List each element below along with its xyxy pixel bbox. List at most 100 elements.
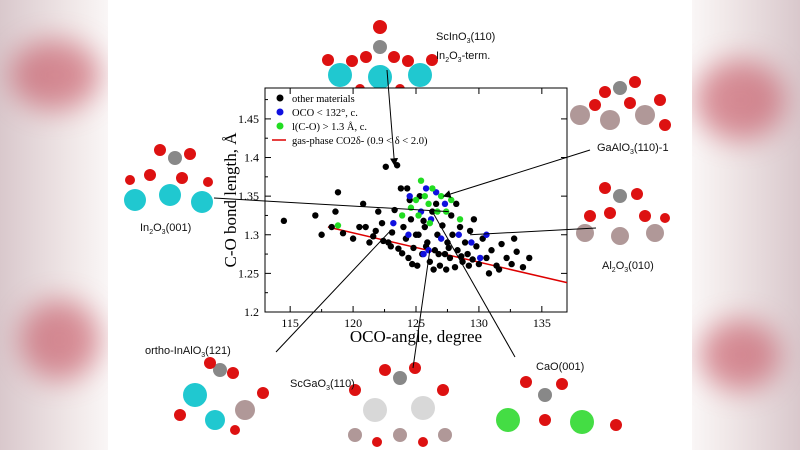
y-tick-label: 1.25 bbox=[238, 266, 259, 280]
point-l-c-o-1-3-c bbox=[456, 216, 464, 223]
point-other-materials bbox=[495, 266, 503, 273]
point-other-materials bbox=[470, 216, 478, 223]
point-other-materials bbox=[488, 247, 495, 254]
point-other-materials bbox=[359, 200, 367, 208]
point-oco-132-c bbox=[483, 231, 490, 238]
point-other-materials bbox=[332, 208, 339, 215]
point-other-materials bbox=[485, 270, 493, 277]
label-inalo3: ortho-InAlO3(121) bbox=[145, 345, 231, 360]
point-other-materials bbox=[508, 260, 515, 268]
point-other-materials bbox=[459, 258, 466, 265]
point-other-materials bbox=[334, 189, 342, 196]
label-scino3: ScInO3(110) In2O3-term. bbox=[436, 31, 496, 65]
point-other-materials bbox=[407, 216, 415, 223]
point-other-materials bbox=[458, 253, 465, 260]
point-other-materials bbox=[449, 231, 456, 238]
point-other-materials bbox=[415, 231, 422, 238]
legend-label: OCO < 132°, c. bbox=[292, 108, 358, 119]
x-tick-label: 115 bbox=[281, 316, 299, 330]
point-other-materials bbox=[446, 254, 454, 262]
point-other-materials bbox=[498, 240, 505, 248]
point-other-materials bbox=[475, 260, 483, 268]
point-other-materials bbox=[409, 260, 416, 268]
point-l-c-o-1-3-c bbox=[448, 196, 455, 204]
point-oco-132-c bbox=[468, 239, 475, 246]
point-oco-132-c bbox=[425, 247, 432, 254]
x-axis-label: OCO-angle, degree bbox=[350, 327, 482, 346]
point-other-materials bbox=[513, 248, 520, 255]
gaalo3-structure-image bbox=[565, 70, 675, 135]
backdrop-blob bbox=[10, 40, 100, 110]
al2o3-structure-image bbox=[565, 178, 675, 250]
point-other-materials bbox=[526, 254, 533, 262]
point-oco-132-c bbox=[455, 231, 462, 238]
point-oco-132-c bbox=[422, 185, 430, 192]
annotation-arrow bbox=[431, 211, 516, 358]
axis-ticks: 115 120 125 130 135 1.2 1.25 1.3 1.35 1.4 1.45 bbox=[238, 88, 567, 330]
point-oco-132-c bbox=[441, 200, 449, 208]
legend-dot-marker bbox=[276, 122, 284, 130]
y-tick-label: 1.45 bbox=[238, 112, 259, 126]
point-other-materials bbox=[435, 250, 442, 258]
point-l-c-o-1-3-c bbox=[426, 219, 434, 227]
point-other-materials bbox=[388, 229, 396, 236]
point-l-c-o-1-3-c bbox=[412, 196, 420, 204]
point-other-materials bbox=[466, 227, 474, 235]
point-other-materials bbox=[318, 231, 325, 238]
legend-dot-marker bbox=[276, 108, 284, 116]
point-other-materials bbox=[464, 250, 471, 258]
backdrop-blob bbox=[695, 60, 785, 140]
point-other-materials bbox=[473, 243, 480, 250]
point-other-materials bbox=[461, 239, 469, 246]
backdrop-blob bbox=[20, 300, 100, 380]
scino3-structure-image bbox=[320, 5, 440, 94]
point-other-materials bbox=[414, 262, 421, 269]
point-other-materials bbox=[382, 163, 389, 170]
annotation-arrows bbox=[213, 69, 597, 369]
legend-dot-marker bbox=[276, 94, 284, 102]
y-tick-label: 1.2 bbox=[244, 305, 259, 319]
point-other-materials bbox=[328, 223, 335, 231]
point-l-c-o-1-3-c bbox=[421, 192, 429, 200]
point-other-materials bbox=[503, 254, 510, 262]
point-l-c-o-1-3-c bbox=[398, 212, 406, 219]
annotation-arrow bbox=[412, 250, 431, 369]
point-other-materials bbox=[356, 223, 363, 231]
label-gaalo3: GaAlO3(110)-1 bbox=[597, 142, 669, 157]
point-other-materials bbox=[465, 262, 473, 269]
legend-label: gas-phase CO2δ- (0.9 < δ < 2.0) bbox=[292, 136, 428, 147]
point-other-materials bbox=[451, 264, 459, 271]
point-other-materials bbox=[445, 244, 452, 252]
legend: other materials OCO < 132°, c. l(C-O) > 1.… bbox=[272, 94, 428, 147]
point-other-materials bbox=[397, 185, 405, 192]
point-other-materials bbox=[519, 264, 527, 271]
point-other-materials bbox=[441, 250, 449, 258]
point-other-materials bbox=[280, 217, 288, 225]
y-axis-label: C-O bond length, Å bbox=[221, 132, 240, 268]
in2o3-structure-image bbox=[120, 140, 215, 215]
point-oco-132-c bbox=[437, 235, 445, 242]
label-al2o3: Al2O3(010) bbox=[602, 260, 654, 275]
point-oco-132-c bbox=[405, 231, 412, 238]
point-l-c-o-1-3-c bbox=[429, 185, 436, 192]
point-other-materials bbox=[456, 223, 464, 231]
annotation-arrow bbox=[275, 231, 390, 353]
legend-label: other materials bbox=[292, 94, 355, 105]
y-tick-label: 1.3 bbox=[244, 228, 259, 242]
data-points bbox=[280, 162, 533, 277]
point-other-materials bbox=[436, 262, 444, 269]
point-other-materials bbox=[443, 266, 450, 273]
cao-structure-image bbox=[490, 370, 622, 440]
point-other-materials bbox=[366, 239, 373, 246]
point-other-materials bbox=[339, 230, 347, 237]
point-other-materials bbox=[483, 254, 490, 262]
point-l-c-o-1-3-c bbox=[434, 208, 441, 215]
point-other-materials bbox=[375, 208, 382, 215]
point-other-materials bbox=[395, 245, 402, 252]
point-other-materials bbox=[454, 247, 461, 254]
legend-label: l(C-O) > 1.3 Å, c. bbox=[292, 121, 367, 133]
annotation-arrow bbox=[442, 149, 591, 198]
point-other-materials bbox=[448, 212, 455, 219]
point-other-materials bbox=[403, 185, 411, 192]
point-other-materials bbox=[510, 235, 518, 242]
